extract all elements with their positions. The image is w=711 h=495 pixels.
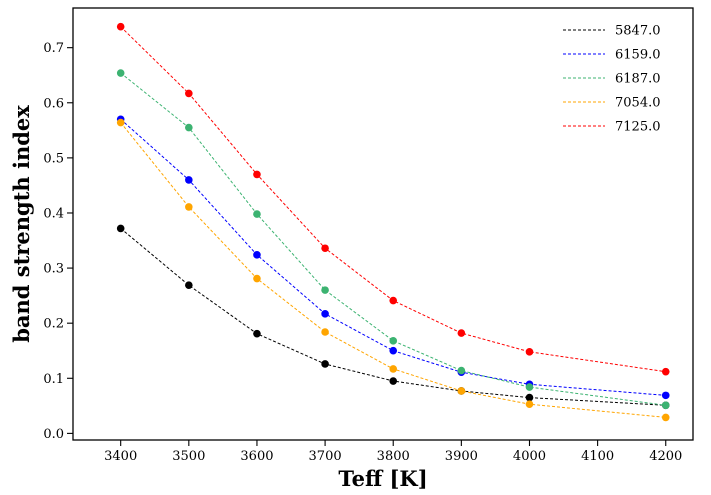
axis-ticks: 3400 3500 3600 3700 3800 3900 4000 4100 4200 0.0 0…: [43, 41, 682, 464]
data-point: [253, 251, 261, 259]
series-line: [120, 228, 666, 406]
data-point: [525, 400, 534, 408]
data-point: [525, 348, 534, 356]
data-point: [253, 210, 261, 218]
plot-frame: [72, 7, 694, 441]
legend-label: 7054.0: [615, 96, 661, 111]
series-6159.0: [116, 115, 670, 400]
series-7125.0: [116, 22, 670, 376]
x-axis-label: Teff [K]: [338, 466, 427, 491]
x-tick-label: 3900: [445, 449, 478, 464]
y-tick-label: 0.2: [43, 317, 64, 332]
y-tick-label: 0.5: [43, 151, 64, 166]
data-point: [253, 170, 261, 179]
data-point: [185, 123, 193, 132]
x-tick-label: 3400: [104, 449, 137, 464]
data-point: [321, 244, 329, 253]
data-point: [389, 365, 398, 373]
data-point: [661, 367, 670, 376]
data-point: [321, 310, 329, 318]
data-point: [661, 413, 670, 422]
data-point: [457, 366, 466, 375]
series-line: [120, 72, 666, 406]
x-tick-label: 3800: [377, 449, 410, 464]
x-tick-label: 3500: [172, 449, 205, 464]
y-tick-label: 0.4: [43, 206, 64, 221]
data-point: [116, 69, 125, 77]
x-tick-label: 4000: [513, 449, 546, 464]
data-point: [661, 391, 670, 400]
data-point: [253, 274, 261, 283]
series-layer: [116, 22, 670, 422]
series-line: [120, 122, 666, 418]
legend-label: 6159.0: [615, 48, 661, 63]
data-point: [321, 286, 329, 294]
data-point: [525, 393, 534, 402]
series-line: [120, 118, 666, 396]
y-axis-label: band strength index: [9, 105, 34, 343]
series-7054.0: [116, 118, 670, 422]
series-line: [120, 26, 666, 373]
legend-label: 6187.0: [615, 72, 661, 87]
data-point: [321, 360, 329, 368]
data-point: [185, 203, 193, 211]
data-point: [389, 377, 398, 385]
y-tick-label: 0.3: [43, 262, 64, 277]
data-point: [457, 387, 466, 395]
legend-label: 5847.0: [615, 24, 661, 39]
y-tick-label: 0.0: [43, 427, 64, 442]
data-point: [389, 346, 398, 355]
data-point: [185, 281, 193, 289]
data-point: [389, 296, 398, 305]
y-tick-label: 0.6: [43, 96, 64, 111]
x-tick-label: 4200: [649, 449, 682, 464]
data-point: [253, 329, 261, 338]
data-point: [661, 401, 670, 410]
data-point: [116, 118, 125, 127]
x-tick-label: 3600: [240, 449, 273, 464]
series-6187.0: [116, 69, 670, 410]
data-point: [525, 383, 534, 391]
series-5847.0: [116, 224, 670, 410]
x-tick-label: 3700: [309, 449, 342, 464]
y-tick-label: 0.1: [43, 372, 64, 387]
data-point: [457, 329, 466, 337]
legend-label: 7125.0: [615, 120, 661, 135]
x-tick-label: 4100: [581, 449, 614, 464]
data-point: [185, 89, 193, 98]
legend: 5847.0 6159.0 6187.0 7054.0 7125.0: [563, 24, 661, 135]
data-point: [116, 224, 125, 233]
data-point: [389, 337, 398, 345]
y-tick-label: 0.7: [43, 41, 64, 56]
data-point: [321, 328, 329, 336]
data-point: [185, 176, 193, 184]
data-point: [116, 22, 125, 31]
